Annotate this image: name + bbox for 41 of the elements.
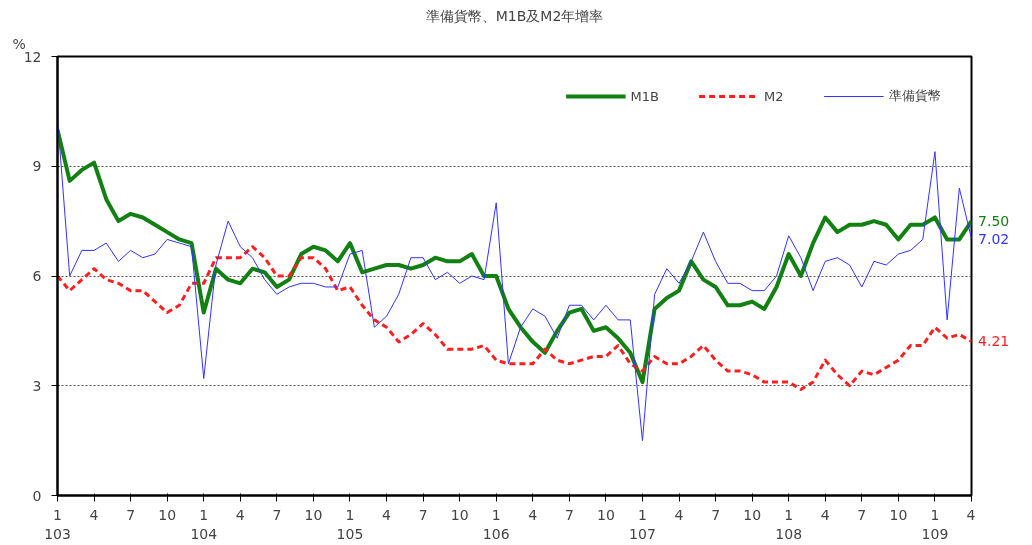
chart-title: 準備貨幣、M1B及M2年增率 [425,7,604,24]
x-tick-label: 1 104 [190,506,218,542]
x-tick-label: 10 [889,506,908,523]
x-tick-label: 7 [857,506,867,523]
x-tick-label: 10 [304,506,323,523]
x-tick-label: 4 [820,506,830,523]
x-tick-label: 4 [382,506,392,523]
legend-label: M2 [764,88,784,104]
x-tick-label: 1 108 [775,506,803,542]
x-tick-label: 10 [450,506,469,523]
x-tick-label: 10 [596,506,615,523]
y-tick-label: 12 [23,48,42,65]
x-tick-label: 4 [674,506,684,523]
y-tick-label: 3 [32,377,42,394]
x-tick-label: 4 [528,506,538,523]
legend-label: M1B [630,88,659,104]
x-tick-label: 7 [418,506,428,523]
y-axis-title: % [12,35,26,52]
y-tick-label: 6 [32,268,42,284]
x-tick-label: 10 [158,506,177,523]
x-tick-label: 1 109 [921,506,949,542]
text: 4.21 [978,333,1010,350]
text: 7.02 [978,230,1010,247]
x-tick-label: 4 [966,506,976,523]
line-series [57,127,972,385]
x-tick-label: 1 106 [482,506,510,542]
text: 7.50 [978,213,1010,230]
y-tick-label: 9 [32,158,42,175]
line-series [57,245,972,391]
x-tick-label: 1 103 [44,506,71,542]
x-tick-label: 7 [272,506,282,523]
y-tick-label: 0 [32,487,42,504]
x-tick-label: 4 [235,506,245,523]
x-tick-label: 1 105 [336,506,364,542]
x-tick-label: 7 [711,506,721,523]
x-tick-label: 7 [126,506,136,523]
x-tick-label: 1 107 [629,506,656,542]
x-tick-label: 10 [743,506,762,523]
x-tick-label: 7 [564,506,574,523]
x-tick-label: 4 [89,506,99,523]
legend-label: 準備貨幣 [889,87,941,105]
